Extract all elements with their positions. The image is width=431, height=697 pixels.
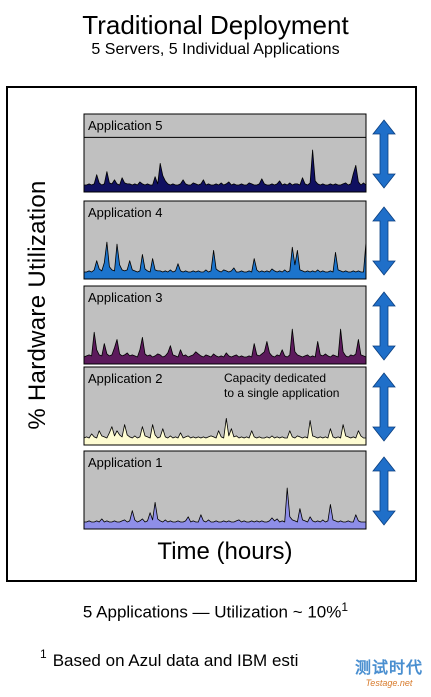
panel-2-border	[83, 200, 367, 280]
series-area-2	[83, 241, 367, 280]
utilization-summary-text: 5 Applications — Utilization ~ 10%	[82, 602, 342, 622]
series-band-5	[84, 523, 366, 529]
page-title: Traditional Deployment	[82, 10, 349, 40]
series-band-2	[84, 273, 366, 279]
capacity-arrow-4	[372, 372, 396, 442]
panel-annotation-line2: to a single application	[224, 386, 339, 400]
panel-label-1: Application 5	[88, 118, 162, 133]
capacity-arrow-3	[372, 291, 396, 361]
panel-label-2: Application 4	[88, 205, 162, 220]
watermark-en: Testage.net	[365, 678, 413, 688]
watermark-logo: 测试时代 Testage.net	[352, 654, 426, 688]
series-band-4	[84, 439, 366, 445]
watermark-cn: 测试时代	[354, 660, 423, 677]
panel-1-border	[83, 113, 367, 193]
series-area-3	[83, 328, 367, 365]
x-axis-label: Time (hours)	[157, 538, 293, 565]
panel-label-5: Application 1	[88, 455, 162, 470]
panel-label-4: Application 2	[88, 371, 162, 386]
series-area-5	[83, 487, 367, 530]
series-band-1	[84, 186, 366, 192]
panel-5-border	[83, 450, 367, 530]
series-band-3	[84, 358, 366, 364]
panel-label-3: Application 3	[88, 290, 162, 305]
footnote-text: Based on Azul data and IBM esti	[52, 651, 299, 670]
footnote: 1 Based on Azul data and IBM esti	[40, 647, 299, 671]
series-area-4	[83, 418, 367, 446]
panel-annotation-line1: Capacity dedicated	[224, 371, 326, 385]
series-area-1	[83, 149, 367, 193]
capacity-arrow-2	[372, 206, 396, 276]
footnote-number: 1	[40, 647, 47, 661]
utilization-summary: 5 Applications — Utilization ~ 10%1	[0, 600, 431, 623]
footnote-marker: 1	[341, 600, 349, 614]
panel-3-border	[83, 285, 367, 365]
capacity-arrow-1	[372, 119, 396, 189]
chart-frame	[6, 86, 417, 582]
page-subtitle: 5 Servers, 5 Individual Applications	[91, 41, 340, 58]
capacity-arrow-5	[372, 456, 396, 526]
panel-4-border	[83, 366, 367, 446]
